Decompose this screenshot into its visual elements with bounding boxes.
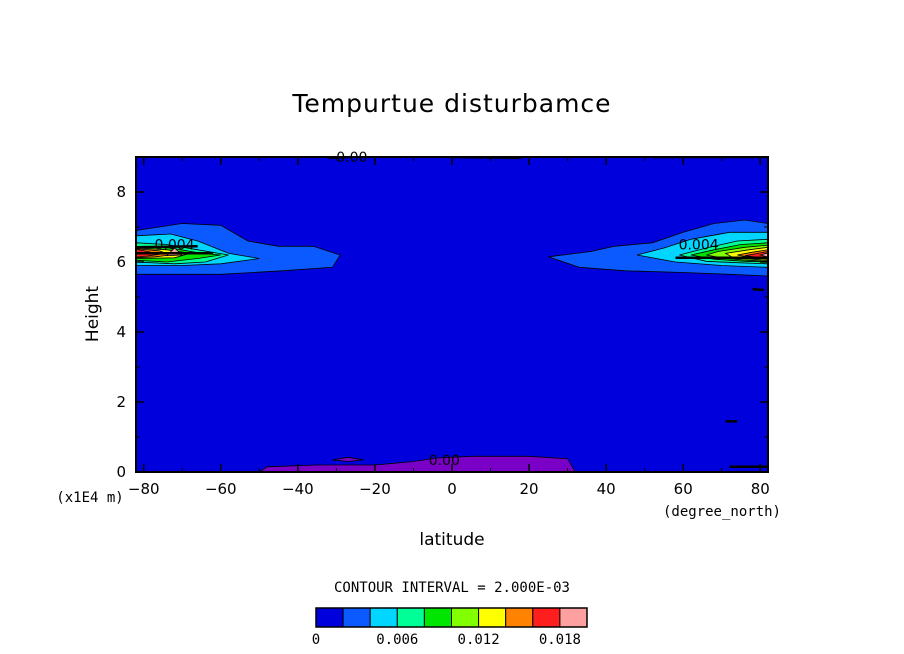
colorbar-swatch (451, 607, 480, 628)
y-tick-label: 4 (116, 323, 126, 341)
colorbar-swatch (396, 607, 425, 628)
y-tick-label: 0 (116, 463, 126, 481)
colorbar-swatch (559, 607, 588, 628)
contour-label: 0.00 (429, 453, 460, 469)
zero-contour-line (136, 245, 198, 249)
colorbar-swatch (342, 607, 371, 628)
colorbar-label: 0.006 (376, 632, 418, 648)
x-tick-label: −40 (282, 480, 314, 498)
x-tick-label: −60 (205, 480, 237, 498)
colorbar-label: 0 (312, 632, 320, 648)
plot-background (136, 157, 768, 472)
chart-title: Tempurtue disturbamce (291, 89, 611, 118)
y-tick-label: 6 (116, 253, 126, 271)
x-tick-label: −20 (359, 480, 391, 498)
colorbar-swatch (532, 607, 561, 628)
contour-region (758, 252, 768, 258)
colorbar-swatch (505, 607, 534, 628)
contour-interval-text: CONTOUR INTERVAL = 2.000E-03 (334, 580, 570, 596)
x-axis-units: (degree_north) (663, 504, 781, 520)
x-axis-label: latitude (419, 530, 484, 550)
x-tick-label: 0 (447, 480, 457, 498)
contour-label: 0.004 (679, 238, 719, 254)
contour-region (258, 455, 576, 472)
x-tick-label: 40 (597, 480, 616, 498)
colorbar: 0 0.006 0.012 0.018 (312, 607, 588, 648)
colorbar-swatch (315, 607, 344, 628)
colorbar-label: 0.012 (458, 632, 500, 648)
x-tick-label: 80 (751, 480, 770, 498)
x-tick-label: 20 (520, 480, 539, 498)
y-axis-units: (x1E4 m) (56, 490, 123, 506)
zero-contour-line (752, 288, 765, 292)
colorbar-label: 0.018 (539, 632, 581, 648)
contour-region (332, 456, 364, 462)
y-tick-label: 2 (116, 393, 126, 411)
contour-label: 0.004 (154, 238, 194, 254)
axis-ticks: −80 −60 −40 −20 0 20 40 60 80 0 2 4 6 8 (116, 156, 770, 498)
colorbar-frame (315, 607, 588, 628)
colorbar-swatch (478, 607, 507, 628)
x-tick-label: 60 (674, 480, 693, 498)
y-axis-label: Height (83, 286, 103, 343)
colorbar-swatch (369, 607, 398, 628)
y-tick-label: 8 (116, 183, 126, 201)
x-tick-label: −80 (128, 480, 160, 498)
colorbar-swatch (423, 607, 452, 628)
